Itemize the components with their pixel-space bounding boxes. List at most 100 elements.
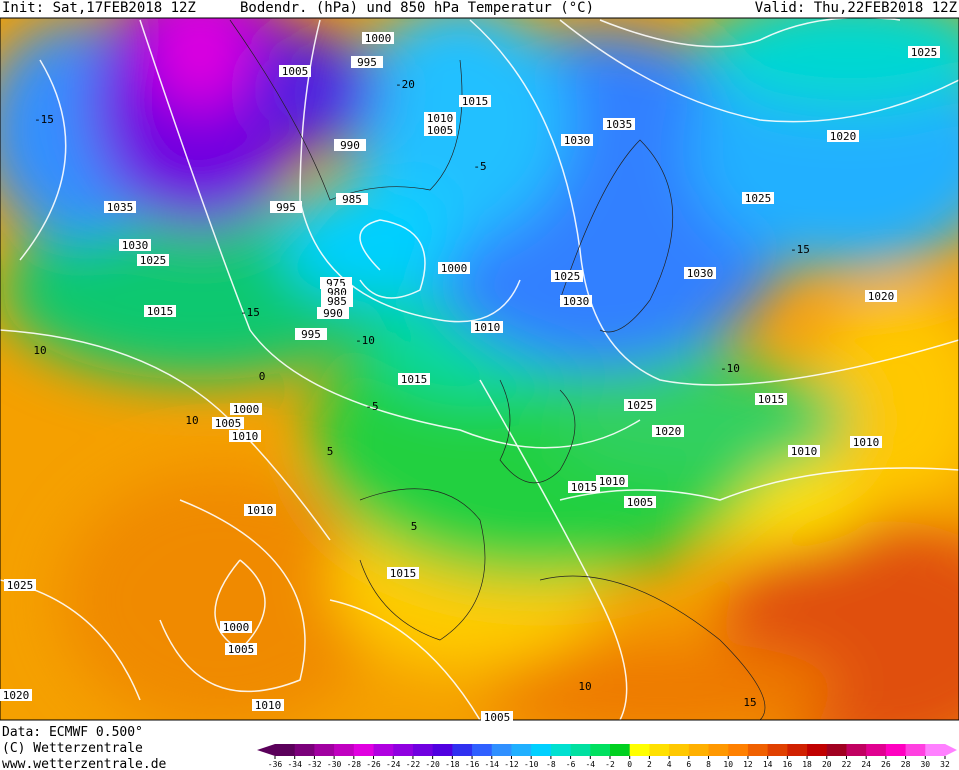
colorbar-swatch: [905, 744, 926, 756]
isobar-label: 1025: [627, 399, 654, 412]
isobar-label-box: [788, 445, 820, 457]
colorbar-swatch: [491, 744, 512, 756]
temperature-label: -5: [473, 160, 486, 173]
colorbar-swatch: [353, 744, 375, 756]
isobar-label: 1025: [745, 192, 772, 205]
colorbar-tick-label: 2: [647, 760, 652, 769]
colorbar-tick-label: -32: [307, 760, 322, 769]
isobar-label: 1010: [247, 504, 274, 517]
footer-copyright: (C) Wetterzentrale: [2, 741, 143, 756]
temperature-label: 5: [411, 520, 418, 533]
isobar-label: 1015: [571, 481, 598, 494]
colorbar-tick-label: 30: [920, 760, 930, 769]
isobar-label: 1025: [140, 254, 167, 267]
isobar-label: 990: [323, 307, 343, 320]
colorbar-tick-label: 18: [802, 760, 812, 769]
isobar-label: 1020: [3, 689, 30, 702]
init-text: Init: Sat,17FEB2018 12Z: [2, 0, 196, 16]
colorbar-tick-label: -20: [425, 760, 440, 769]
colorbar-swatch: [728, 744, 749, 756]
valid-text: Valid: Thu,22FEB2018 12Z: [755, 0, 957, 16]
isobar-label-box: [560, 295, 592, 307]
isobar-label: 1015: [758, 393, 785, 406]
isobar-label: 1010: [599, 475, 626, 488]
isobar-label-box: [220, 621, 252, 633]
colorbar-tick-label: -18: [445, 760, 460, 769]
colorbar-swatch: [787, 744, 808, 756]
isobar-label: 1030: [563, 295, 590, 308]
isobar-label-box: [398, 373, 430, 385]
isobar-label-box: [225, 643, 257, 655]
colorbar-swatch: [334, 744, 355, 756]
colorbar-arrow-low: [257, 744, 275, 756]
temperature-label: -10: [720, 362, 740, 375]
isobar-label: 1000: [233, 403, 260, 416]
colorbar-tick-label: -28: [347, 760, 362, 769]
colorbar-tick-label: 20: [822, 760, 832, 769]
isobar-label-box: [317, 307, 349, 319]
isobar-label: 1030: [564, 134, 591, 147]
colorbar-swatch: [373, 744, 394, 756]
isobar-label: 1025: [911, 46, 938, 59]
colorbar-tick-label: -8: [546, 760, 556, 769]
isobar-label: 1005: [215, 417, 242, 430]
isobar-label: 1005: [228, 643, 255, 656]
colorbar-swatch: [472, 744, 493, 756]
colorbar-swatch: [531, 744, 552, 756]
temperature-label: -15: [790, 243, 810, 256]
isobar-label: 1010: [427, 112, 454, 125]
isobar-label-box: [4, 579, 36, 591]
colorbar-tick-label: 16: [783, 760, 793, 769]
isobar-label: 1020: [830, 130, 857, 143]
temperature-label: 5: [327, 445, 334, 458]
isobar-label-box: [459, 95, 491, 107]
isobar-label: 1000: [223, 621, 250, 634]
isobar-label: 985: [342, 193, 362, 206]
isobar-label-box: [424, 112, 456, 124]
colorbar-tick-label: -10: [524, 760, 539, 769]
isobar-label-box: [270, 201, 302, 213]
temperature-label: -15: [240, 306, 260, 319]
colorbar-tick-label: 12: [743, 760, 753, 769]
isobar-label: 1010: [853, 436, 880, 449]
isobar-label: 1030: [687, 267, 714, 280]
isobar-label-box: [229, 430, 261, 442]
isobar-label-box: [144, 305, 176, 317]
colorbar-swatch: [846, 744, 867, 756]
isobar-label: 990: [340, 139, 360, 152]
isobar-label-box: [827, 130, 859, 142]
isobar-label-box: [212, 417, 244, 429]
colorbar-swatch: [294, 744, 315, 756]
isobar-label: 1020: [868, 290, 895, 303]
footer-url: www.wetterzentrale.de: [2, 757, 167, 770]
colorbar-swatch: [649, 744, 670, 756]
colorbar-tick-label: 6: [686, 760, 691, 769]
isobar-label-box: [684, 267, 716, 279]
isobar-label: 1005: [427, 124, 454, 137]
colorbar-tick-label: -26: [366, 760, 381, 769]
colorbar-tick-label: -22: [406, 760, 421, 769]
isobar-label: 1005: [282, 65, 309, 78]
isobar-label-box: [624, 399, 656, 411]
colorbar-arrow-high: [945, 744, 957, 756]
colorbar-swatch: [866, 744, 887, 756]
colorbar-swatch: [826, 744, 847, 756]
temperature-label: -15: [34, 113, 54, 126]
isobar-label: 1025: [7, 579, 34, 592]
isobar-label-box: [596, 475, 628, 487]
isobar-label-box: [568, 481, 600, 493]
isobar-label: 1030: [122, 239, 149, 252]
colorbar-tick-label: -34: [287, 760, 302, 769]
colorbar-swatch: [314, 744, 335, 756]
colorbar-swatch: [610, 744, 631, 756]
isobar-label: 1000: [441, 262, 468, 275]
colorbar-tick-label: 32: [940, 760, 950, 769]
isobar-label-box: [424, 124, 456, 136]
isobar-label: 1015: [462, 95, 489, 108]
isobar-label: 1025: [554, 270, 581, 283]
isobar-label: 995: [357, 56, 377, 69]
temperature-label: 0: [259, 370, 266, 383]
isobar-label-box: [252, 699, 284, 711]
